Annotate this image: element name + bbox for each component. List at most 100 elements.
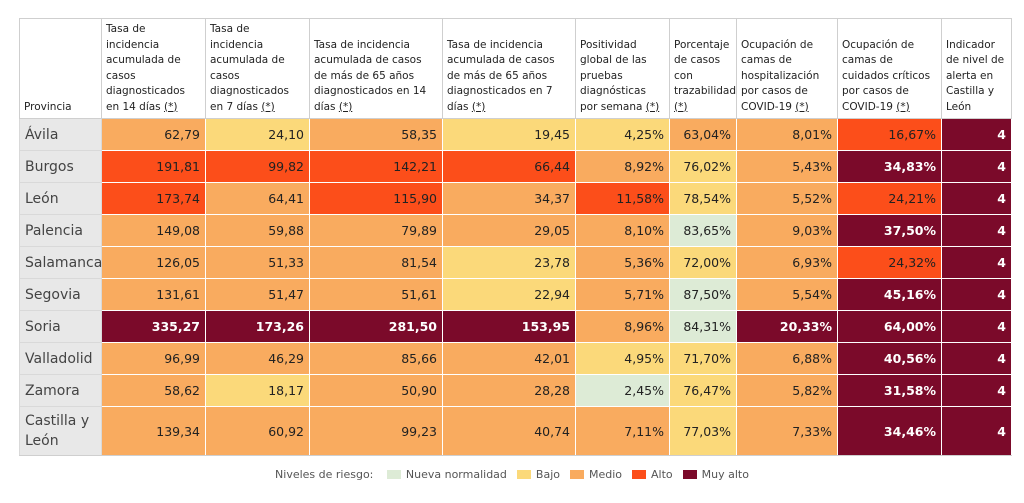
- column-header-text: Provincia: [24, 100, 72, 113]
- footnote-link[interactable]: (*): [163, 100, 178, 113]
- legend-item-alto: Alto: [632, 468, 673, 481]
- legend-swatch: [682, 470, 697, 479]
- province-name: Palencia: [19, 214, 102, 247]
- indicator-cell: 71,70%: [669, 342, 737, 375]
- indicator-cell: 11,58%: [575, 182, 670, 215]
- footnote-link[interactable]: (*): [261, 100, 275, 113]
- column-header-text: Tasa de incidencia acumulada de casos de…: [447, 38, 555, 113]
- indicator-cell: 51,33: [205, 246, 310, 279]
- column-header-9: Indicador de nivel de alerta en Castilla…: [941, 18, 1012, 119]
- indicator-cell: 84,31%: [669, 310, 737, 343]
- legend-item-label: Muy alto: [701, 468, 749, 481]
- footnote-link[interactable]: (*): [645, 100, 660, 113]
- indicator-cell: 96,99: [101, 342, 206, 375]
- legend-swatch: [570, 470, 584, 479]
- indicator-cell: 19,45: [442, 118, 576, 151]
- indicator-cell: 131,61: [101, 278, 206, 311]
- table-row: Burgos 191,81 99,82 142,21 66,44 8,92% 76,02% 5…: [19, 150, 1012, 183]
- indicator-cell: 76,02%: [669, 150, 737, 183]
- indicator-cell: 24,10: [205, 118, 310, 151]
- legend-swatch: [516, 470, 531, 479]
- province-name: Soria: [19, 310, 102, 343]
- footnote-link[interactable]: (*): [674, 100, 688, 113]
- table-header-row: Provincia Tasa de incidencia acumulada de…: [19, 18, 1012, 119]
- indicator-cell: 8,92%: [575, 150, 670, 183]
- column-header-8: Ocupación de camas de cuidados críticos …: [837, 18, 942, 119]
- indicator-cell: 5,71%: [575, 278, 670, 311]
- indicator-cell: 28,28: [442, 374, 576, 407]
- table-row: Palencia 149,08 59,88 79,89 29,05 8,10% 83,65%…: [19, 214, 1012, 247]
- province-name: Segovia: [19, 278, 102, 311]
- indicator-cell: 115,90: [309, 182, 443, 215]
- column-header-4: Tasa de incidencia acumulada de casos de…: [442, 18, 576, 119]
- legend-item-muy-alto: Muy alto: [682, 468, 749, 481]
- indicator-cell: 40,74: [442, 406, 576, 456]
- indicator-cell: 58,62: [101, 374, 206, 407]
- indicator-cell: 4: [941, 374, 1012, 407]
- indicator-cell: 4: [941, 406, 1012, 456]
- indicator-cell: 42,01: [442, 342, 576, 375]
- indicator-cell: 45,16%: [837, 278, 942, 311]
- legend-items: Nueva normalidad Bajo Medio Alto Muy alto: [377, 468, 749, 481]
- indicator-cell: 51,61: [309, 278, 443, 311]
- indicator-cell: 4: [941, 278, 1012, 311]
- indicator-cell: 8,01%: [736, 118, 838, 151]
- indicator-cell: 31,58%: [837, 374, 942, 407]
- indicator-cell: 62,79: [101, 118, 206, 151]
- indicator-cell: 173,26: [205, 310, 310, 343]
- indicator-cell: 34,46%: [837, 406, 942, 456]
- province-name: Ávila: [19, 118, 102, 151]
- indicator-cell: 335,27: [101, 310, 206, 343]
- footnote-link[interactable]: (*): [338, 100, 353, 113]
- indicator-cell: 4: [941, 182, 1012, 215]
- indicator-cell: 23,78: [442, 246, 576, 279]
- column-header-6: Porcentaje de casos con trazabilidad (*): [669, 18, 737, 119]
- legend-swatch: [632, 470, 647, 479]
- indicator-cell: 281,50: [309, 310, 443, 343]
- table-body: Ávila 62,79 24,10 58,35 19,45 4,25% 63,04% 8,01…: [19, 118, 1012, 456]
- legend-item-label: Alto: [651, 468, 673, 481]
- legend-item-label: Nueva normalidad: [405, 468, 507, 481]
- indicator-cell: 63,04%: [669, 118, 737, 151]
- footnote-link[interactable]: (*): [795, 100, 809, 113]
- indicator-cell: 34,83%: [837, 150, 942, 183]
- footnote-link[interactable]: (*): [471, 100, 486, 113]
- province-name: Valladolid: [19, 342, 102, 375]
- column-header-text: Ocupación de camas de hospitalización po…: [741, 38, 820, 113]
- indicator-cell: 153,95: [442, 310, 576, 343]
- legend-item-label: Bajo: [535, 468, 560, 481]
- indicator-cell: 16,67%: [837, 118, 942, 151]
- indicator-cell: 6,93%: [736, 246, 838, 279]
- legend-item-bajo: Bajo: [516, 468, 560, 481]
- indicator-cell: 78,54%: [669, 182, 737, 215]
- indicator-cell: 22,94: [442, 278, 576, 311]
- column-header-text: Positividad global de las pruebas diagnó…: [580, 38, 647, 113]
- column-header-text: Tasa de incidencia acumulada de casos de…: [314, 38, 427, 113]
- indicator-cell: 4: [941, 214, 1012, 247]
- column-header-5: Positividad global de las pruebas diagnó…: [575, 18, 670, 119]
- indicator-cell: 8,10%: [575, 214, 670, 247]
- indicator-cell: 7,11%: [575, 406, 670, 456]
- column-header-3: Tasa de incidencia acumulada de casos de…: [309, 18, 443, 119]
- province-name: Salamanca: [19, 246, 102, 279]
- table-row: Ávila 62,79 24,10 58,35 19,45 4,25% 63,04% 8,01…: [19, 118, 1012, 151]
- indicator-cell: 139,34: [101, 406, 206, 456]
- column-header-text: Indicador de nivel de alerta en Castilla…: [946, 38, 1005, 113]
- indicator-cell: 4: [941, 246, 1012, 279]
- indicator-cell: 8,96%: [575, 310, 670, 343]
- indicator-cell: 18,17: [205, 374, 310, 407]
- indicator-cell: 64,41: [205, 182, 310, 215]
- column-header-1: Tasa de incidencia acumulada de casos di…: [101, 18, 206, 119]
- indicator-cell: 46,29: [205, 342, 310, 375]
- indicator-cell: 99,23: [309, 406, 443, 456]
- table-row: León 173,74 64,41 115,90 34,37 11,58% 78,54% 5,…: [19, 182, 1012, 215]
- column-header-text: Ocupación de camas de cuidados críticos …: [842, 38, 931, 113]
- indicator-cell: 40,56%: [837, 342, 942, 375]
- indicator-cell: 5,43%: [736, 150, 838, 183]
- indicator-cell: 4,25%: [575, 118, 670, 151]
- indicator-cell: 24,21%: [837, 182, 942, 215]
- indicator-cell: 76,47%: [669, 374, 737, 407]
- footnote-link[interactable]: (*): [896, 100, 910, 113]
- indicator-cell: 191,81: [101, 150, 206, 183]
- indicator-cell: 64,00%: [837, 310, 942, 343]
